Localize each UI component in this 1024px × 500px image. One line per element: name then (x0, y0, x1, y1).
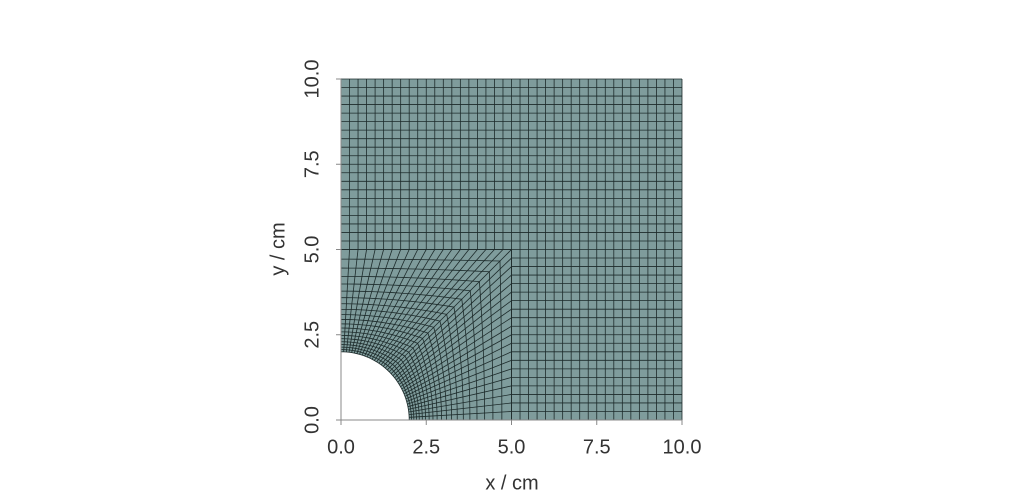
mesh-radial-line (351, 249, 376, 353)
mesh-radial-line (409, 411, 512, 418)
mesh-radial-line (408, 385, 512, 410)
mesh-ring-line (340, 323, 438, 421)
mesh-radial-line (388, 249, 512, 373)
mesh-ring-line (340, 338, 423, 421)
mesh-radial-line (361, 249, 410, 356)
x-tick-label: 7.5 (583, 436, 611, 458)
mesh-radial-line (369, 249, 436, 359)
mesh-ring-line (340, 346, 415, 421)
mesh-ring-line (340, 319, 442, 421)
mesh-ring-line (340, 308, 453, 421)
mesh-radial-line (392, 266, 512, 377)
mesh-radial-line (384, 249, 495, 369)
mesh-radial-line (405, 351, 512, 400)
x-tick-label: 5.0 (498, 436, 526, 458)
x-tick-label: 2.5 (412, 436, 440, 458)
mesh-radial-line (343, 249, 350, 352)
y-tick-label: 5.0 (301, 236, 323, 264)
mesh-radial-line (353, 249, 385, 354)
mesh-ring-line (340, 351, 410, 421)
y-tick-label: 0.0 (301, 406, 323, 434)
mesh-ring-line (340, 341, 420, 421)
y-tick-label: 7.5 (301, 150, 323, 178)
mesh-radial-line (395, 283, 512, 381)
mesh-ring-line (340, 290, 471, 421)
mesh-radial-line (407, 368, 512, 405)
mesh-ring-line (340, 335, 426, 421)
mesh-ring-line (340, 314, 447, 421)
mesh-radial-line (348, 249, 367, 353)
mesh-radial-line (402, 325, 512, 392)
x-axis-label: x / cm (485, 472, 538, 494)
y-tick-label: 10.0 (301, 60, 323, 99)
mesh-radial-line (364, 249, 419, 357)
mesh-ring-line (340, 331, 430, 421)
mesh-radial-line (397, 291, 512, 383)
mesh-radial-line (407, 376, 512, 408)
mesh-radial-line (408, 402, 512, 416)
mesh-ring-line (340, 275, 486, 421)
mesh-radial-line (403, 334, 512, 395)
mesh-radial-line (394, 274, 512, 379)
mesh-ring-line (340, 303, 458, 421)
mesh-radial-line (390, 257, 512, 374)
mesh-radial-line (378, 249, 470, 364)
mesh-radial-line (382, 249, 487, 367)
mesh-radial-line (366, 249, 427, 358)
mesh-radial-line (359, 249, 402, 355)
x-tick-label: 10.0 (663, 436, 702, 458)
mesh-ring-line (340, 349, 412, 421)
mesh-radial-line (401, 317, 512, 390)
mesh-radial-line (406, 359, 512, 402)
mesh-ring-line (340, 258, 503, 421)
mesh-radial-line (371, 249, 444, 360)
mesh-radial-line (404, 342, 512, 397)
mesh-radial-line (408, 394, 512, 413)
mesh-radial-line (345, 249, 359, 353)
mesh-ring-line (340, 283, 478, 421)
mesh-radial-line (356, 249, 393, 354)
mesh-ring-line (340, 327, 434, 421)
mesh-radial-line (398, 300, 512, 385)
mesh-radial-line (380, 249, 478, 366)
x-tick-label: 0.0 (327, 436, 355, 458)
mesh-radial-line (376, 249, 461, 363)
mesh-ring-line (341, 249, 512, 420)
mesh-ring-line (340, 297, 464, 421)
mesh-radial-line (387, 249, 504, 371)
mesh-radial-line (400, 308, 512, 388)
mesh-ring-line (340, 344, 417, 421)
y-axis-label: y / cm (267, 222, 289, 275)
y-tick-label: 2.5 (301, 321, 323, 349)
mesh-ring-line (340, 267, 494, 421)
mesh-radial-line (373, 249, 453, 361)
